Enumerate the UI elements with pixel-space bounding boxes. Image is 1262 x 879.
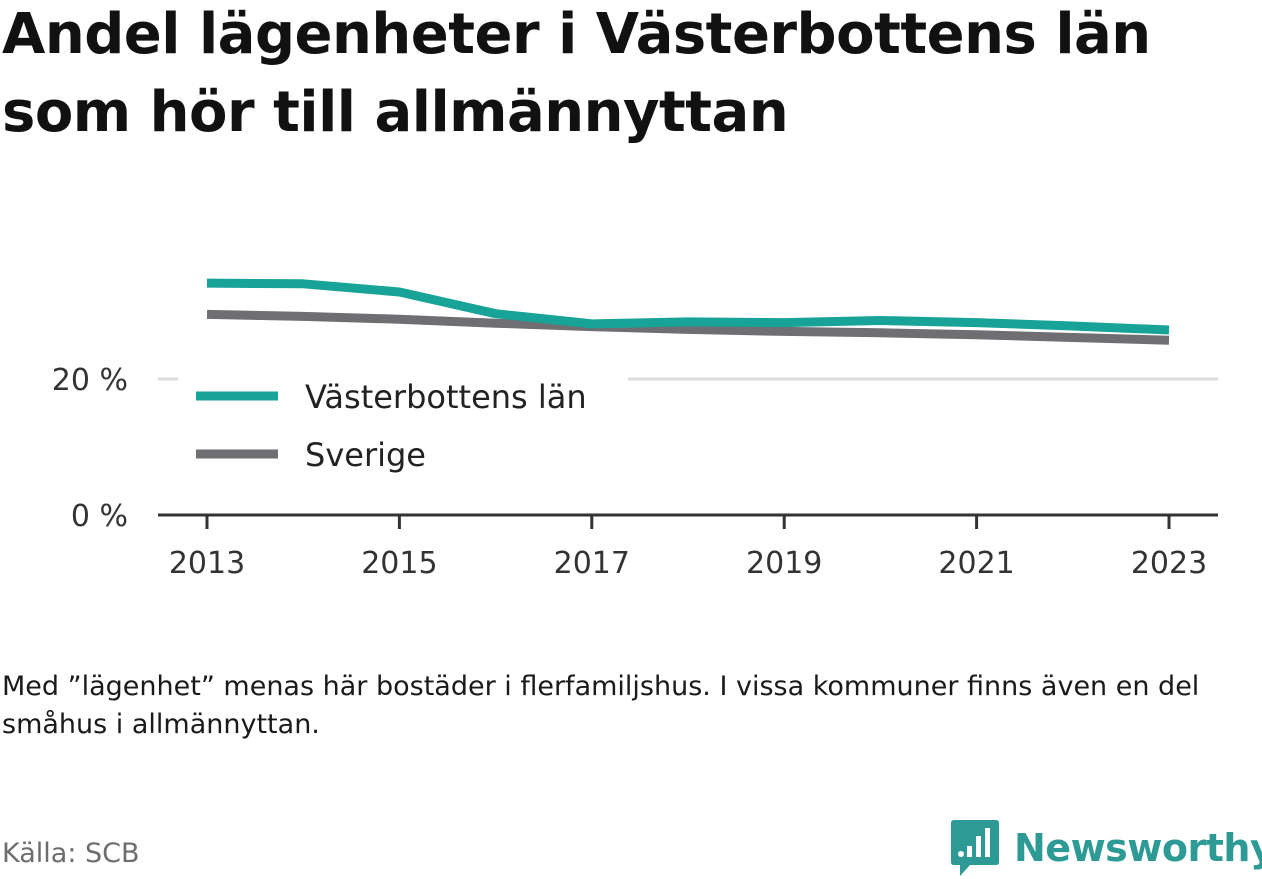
x-tick-label: 2021: [938, 546, 1014, 581]
axis-layer: 0 % 20 % 2013 2015 2017 2019 2021 2023: [52, 363, 1218, 581]
chart-note: Med ”lägenhet” menas här bostäder i fler…: [2, 671, 1200, 740]
x-tick-label: 2023: [1131, 546, 1207, 581]
x-tick-label: 2013: [169, 546, 245, 581]
chart-title: Andel lägenheter i Västerbottens län som…: [2, 2, 1151, 145]
line-chart: 0 % 20 % 2013 2015 2017 2019 2021 2023 Västerbo…: [52, 278, 1218, 581]
legend-label: Västerbottens län: [305, 378, 587, 416]
y-tick-label: 0 %: [71, 499, 128, 534]
brand-name: Newsworthy: [1014, 826, 1262, 870]
legend: Västerbottens län Sverige: [178, 368, 628, 478]
newsworthy-logo-icon: [951, 820, 999, 876]
brand-logo[interactable]: Newsworthy: [950, 818, 1262, 878]
series-line: [206, 278, 1170, 335]
y-tick-label: 20 %: [52, 363, 128, 398]
x-tick-label: 2019: [746, 546, 822, 581]
series-line: [206, 309, 1170, 345]
legend-label: Sverige: [305, 436, 426, 474]
x-tick-label: 2017: [554, 546, 630, 581]
source-label: Källa: SCB: [2, 838, 140, 869]
legend-background: [178, 368, 628, 478]
series-layer: [206, 278, 1170, 345]
x-tick-label: 2015: [361, 546, 437, 581]
